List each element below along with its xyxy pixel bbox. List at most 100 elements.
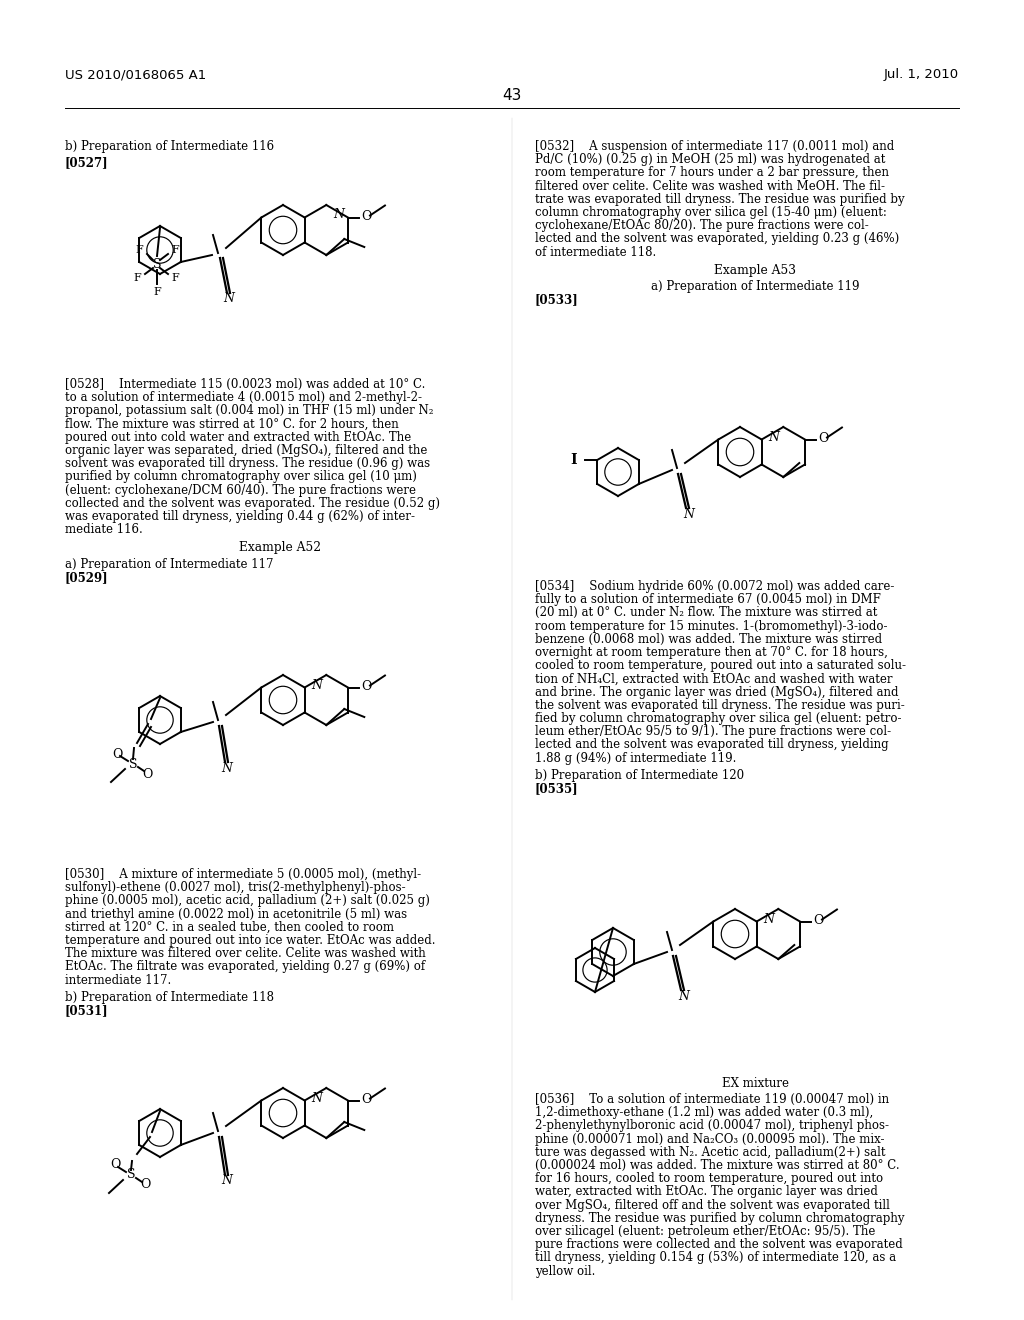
Text: lected and the solvent was evaporated, yielding 0.23 g (46%): lected and the solvent was evaporated, y…	[535, 232, 899, 246]
Text: F: F	[135, 246, 143, 255]
Text: yellow oil.: yellow oil.	[535, 1265, 595, 1278]
Text: S: S	[153, 257, 161, 271]
Text: [0530]    A mixture of intermediate 5 (0.0005 mol), (methyl-: [0530] A mixture of intermediate 5 (0.00…	[65, 869, 421, 880]
Text: O: O	[360, 210, 372, 223]
Text: b) Preparation of Intermediate 118: b) Preparation of Intermediate 118	[65, 991, 274, 1003]
Text: mediate 116.: mediate 116.	[65, 523, 142, 536]
Text: O: O	[110, 1159, 120, 1172]
Text: N: N	[768, 430, 779, 444]
Text: F: F	[171, 273, 179, 282]
Text: N: N	[311, 1092, 322, 1105]
Text: [0529]: [0529]	[65, 570, 109, 583]
Text: phine (0.0005 mol), acetic acid, palladium (2+) salt (0.025 g): phine (0.0005 mol), acetic acid, palladi…	[65, 895, 430, 907]
Text: 1,2-dimethoxy-ethane (1.2 ml) was added water (0.3 ml),: 1,2-dimethoxy-ethane (1.2 ml) was added …	[535, 1106, 873, 1119]
Text: water, extracted with EtOAc. The organic layer was dried: water, extracted with EtOAc. The organic…	[535, 1185, 878, 1199]
Text: benzene (0.0068 mol) was added. The mixture was stirred: benzene (0.0068 mol) was added. The mixt…	[535, 632, 882, 645]
Text: intermediate 117.: intermediate 117.	[65, 974, 171, 986]
Text: of intermediate 118.: of intermediate 118.	[535, 246, 656, 259]
Text: was evaporated till dryness, yielding 0.44 g (62%) of inter-: was evaporated till dryness, yielding 0.…	[65, 510, 415, 523]
Text: N: N	[221, 762, 232, 775]
Text: [0528]    Intermediate 115 (0.0023 mol) was added at 10° C.: [0528] Intermediate 115 (0.0023 mol) was…	[65, 378, 425, 391]
Text: N: N	[221, 1175, 232, 1188]
Text: room temperature for 7 hours under a 2 bar pressure, then: room temperature for 7 hours under a 2 b…	[535, 166, 889, 180]
Text: over silicagel (eluent: petroleum ether/EtOAc: 95/5). The: over silicagel (eluent: petroleum ether/…	[535, 1225, 876, 1238]
Text: [0527]: [0527]	[65, 156, 109, 169]
Text: F: F	[133, 273, 141, 282]
Text: temperature and poured out into ice water. EtOAc was added.: temperature and poured out into ice wate…	[65, 935, 435, 946]
Text: cooled to room temperature, poured out into a saturated solu-: cooled to room temperature, poured out i…	[535, 659, 906, 672]
Text: Jul. 1, 2010: Jul. 1, 2010	[884, 69, 959, 81]
Text: O: O	[141, 767, 153, 780]
Text: Pd/C (10%) (0.25 g) in MeOH (25 ml) was hydrogenated at: Pd/C (10%) (0.25 g) in MeOH (25 ml) was …	[535, 153, 886, 166]
Text: pure fractions were collected and the solvent was evaporated: pure fractions were collected and the so…	[535, 1238, 903, 1251]
Text: propanol, potassium salt (0.004 mol) in THF (15 ml) under N₂: propanol, potassium salt (0.004 mol) in …	[65, 404, 433, 417]
Text: 2-phenylethynylboronic acid (0.00047 mol), triphenyl phos-: 2-phenylethynylboronic acid (0.00047 mol…	[535, 1119, 889, 1133]
Text: The mixture was filtered over celite. Celite was washed with: The mixture was filtered over celite. Ce…	[65, 948, 426, 960]
Text: tion of NH₄Cl, extracted with EtOAc and washed with water: tion of NH₄Cl, extracted with EtOAc and …	[535, 672, 893, 685]
Text: [0531]: [0531]	[65, 1005, 109, 1016]
Text: O: O	[112, 747, 122, 760]
Text: N: N	[311, 678, 322, 692]
Text: collected and the solvent was evaporated. The residue (0.52 g): collected and the solvent was evaporated…	[65, 496, 440, 510]
Text: Example A53: Example A53	[714, 264, 796, 277]
Text: [0536]    To a solution of intermediate 119 (0.00047 mol) in: [0536] To a solution of intermediate 119…	[535, 1093, 889, 1106]
Text: a) Preparation of Intermediate 119: a) Preparation of Intermediate 119	[650, 280, 859, 293]
Text: till dryness, yielding 0.154 g (53%) of intermediate 120, as a: till dryness, yielding 0.154 g (53%) of …	[535, 1251, 896, 1265]
Text: b) Preparation of Intermediate 120: b) Preparation of Intermediate 120	[535, 768, 744, 781]
Text: and triethyl amine (0.0022 mol) in acetonitrile (5 ml) was: and triethyl amine (0.0022 mol) in aceto…	[65, 908, 408, 920]
Text: O: O	[140, 1179, 151, 1192]
Text: 1.88 g (94%) of intermediate 119.: 1.88 g (94%) of intermediate 119.	[535, 751, 736, 764]
Text: fully to a solution of intermediate 67 (0.0045 mol) in DMF: fully to a solution of intermediate 67 (…	[535, 593, 881, 606]
Text: over MgSO₄, filtered off and the solvent was evaporated till: over MgSO₄, filtered off and the solvent…	[535, 1199, 890, 1212]
Text: and brine. The organic layer was dried (MgSO₄), filtered and: and brine. The organic layer was dried (…	[535, 685, 898, 698]
Text: leum ether/EtOAc 95/5 to 9/1). The pure fractions were col-: leum ether/EtOAc 95/5 to 9/1). The pure …	[535, 725, 891, 738]
Text: Example A52: Example A52	[239, 541, 322, 554]
Text: [0535]: [0535]	[535, 781, 579, 795]
Text: flow. The mixture was stirred at 10° C. for 2 hours, then: flow. The mixture was stirred at 10° C. …	[65, 417, 398, 430]
Text: cyclohexane/EtOAc 80/20). The pure fractions were col-: cyclohexane/EtOAc 80/20). The pure fract…	[535, 219, 868, 232]
Text: N: N	[334, 207, 345, 220]
Text: [0532]    A suspension of intermediate 117 (0.0011 mol) and: [0532] A suspension of intermediate 117 …	[535, 140, 894, 153]
Text: column chromatography over silica gel (15-40 μm) (eluent:: column chromatography over silica gel (1…	[535, 206, 887, 219]
Text: sulfonyl)-ethene (0.0027 mol), tris(2-methylphenyl)-phos-: sulfonyl)-ethene (0.0027 mol), tris(2-me…	[65, 882, 406, 894]
Text: stirred at 120° C. in a sealed tube, then cooled to room: stirred at 120° C. in a sealed tube, the…	[65, 921, 394, 933]
Text: lected and the solvent was evaporated till dryness, yielding: lected and the solvent was evaporated ti…	[535, 738, 889, 751]
Text: solvent was evaporated till dryness. The residue (0.96 g) was: solvent was evaporated till dryness. The…	[65, 457, 430, 470]
Text: O: O	[818, 432, 828, 445]
Text: N: N	[683, 507, 694, 520]
Text: (20 ml) at 0° C. under N₂ flow. The mixture was stirred at: (20 ml) at 0° C. under N₂ flow. The mixt…	[535, 606, 878, 619]
Text: N: N	[763, 912, 774, 925]
Text: N: N	[679, 990, 689, 1002]
Text: purified by column chromatography over silica gel (10 μm): purified by column chromatography over s…	[65, 470, 417, 483]
Text: EtOAc. The filtrate was evaporated, yielding 0.27 g (69%) of: EtOAc. The filtrate was evaporated, yiel…	[65, 961, 425, 973]
Text: ture was degassed with N₂. Acetic acid, palladium(2+) salt: ture was degassed with N₂. Acetic acid, …	[535, 1146, 886, 1159]
Text: S: S	[127, 1168, 135, 1181]
Text: 43: 43	[503, 88, 521, 103]
Text: S: S	[129, 758, 137, 771]
Text: dryness. The residue was purified by column chromatography: dryness. The residue was purified by col…	[535, 1212, 904, 1225]
Text: O: O	[360, 1093, 372, 1106]
Text: (eluent: cyclohexane/DCM 60/40). The pure fractions were: (eluent: cyclohexane/DCM 60/40). The pur…	[65, 483, 416, 496]
Text: b) Preparation of Intermediate 116: b) Preparation of Intermediate 116	[65, 140, 274, 153]
Text: F: F	[154, 286, 161, 297]
Text: for 16 hours, cooled to room temperature, poured out into: for 16 hours, cooled to room temperature…	[535, 1172, 883, 1185]
Text: EX mixture: EX mixture	[722, 1077, 788, 1090]
Text: a) Preparation of Intermediate 117: a) Preparation of Intermediate 117	[65, 557, 273, 570]
Text: room temperature for 15 minutes. 1-(bromomethyl)-3-iodo-: room temperature for 15 minutes. 1-(brom…	[535, 619, 888, 632]
Text: filtered over celite. Celite was washed with MeOH. The fil-: filtered over celite. Celite was washed …	[535, 180, 885, 193]
Text: O: O	[813, 913, 823, 927]
Text: F: F	[171, 246, 179, 255]
Text: [0534]    Sodium hydride 60% (0.0072 mol) was added care-: [0534] Sodium hydride 60% (0.0072 mol) w…	[535, 579, 894, 593]
Text: [0533]: [0533]	[535, 293, 579, 306]
Text: (0.000024 mol) was added. The mixture was stirred at 80° C.: (0.000024 mol) was added. The mixture wa…	[535, 1159, 900, 1172]
Text: phine (0.000071 mol) and Na₂CO₃ (0.00095 mol). The mix-: phine (0.000071 mol) and Na₂CO₃ (0.00095…	[535, 1133, 885, 1146]
Text: the solvent was evaporated till dryness. The residue was puri-: the solvent was evaporated till dryness.…	[535, 698, 905, 711]
Text: I: I	[570, 453, 577, 467]
Text: poured out into cold water and extracted with EtOAc. The: poured out into cold water and extracted…	[65, 430, 412, 444]
Text: trate was evaporated till dryness. The residue was purified by: trate was evaporated till dryness. The r…	[535, 193, 904, 206]
Text: fied by column chromatography over silica gel (eluent: petro-: fied by column chromatography over silic…	[535, 711, 901, 725]
Text: US 2010/0168065 A1: US 2010/0168065 A1	[65, 69, 206, 81]
Text: N: N	[223, 293, 234, 305]
Text: overnight at room temperature then at 70° C. for 18 hours,: overnight at room temperature then at 70…	[535, 645, 888, 659]
Text: to a solution of intermediate 4 (0.0015 mol) and 2-methyl-2-: to a solution of intermediate 4 (0.0015 …	[65, 391, 422, 404]
